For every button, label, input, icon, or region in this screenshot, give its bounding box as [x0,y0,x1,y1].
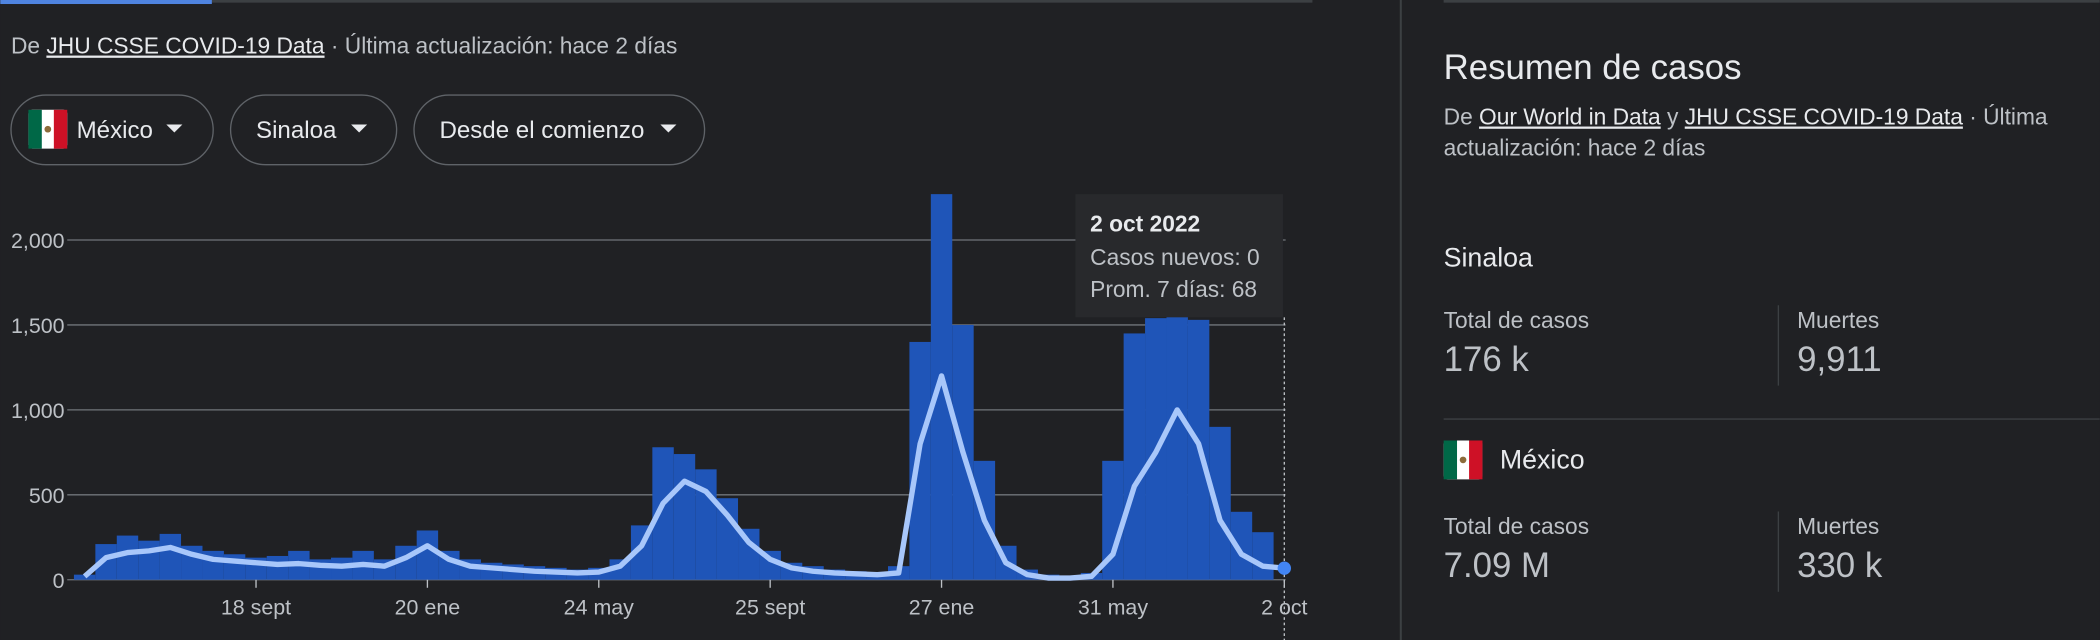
filter-chip[interactable]: México [10,94,214,166]
bar [95,544,117,580]
average-line [82,373,1285,581]
x-tick-label: 18 sept [221,596,291,620]
tooltip-box [1075,194,1283,318]
y-tick-label: 1,500 [11,314,65,338]
chip-arrow [166,124,183,133]
stat-value: 9,911 [1797,340,1882,379]
source-middle: y [1661,104,1685,130]
active-tab-indicator [0,0,212,5]
y-tick-label: 1,000 [11,399,65,423]
y-tick-label: 500 [29,484,65,508]
stat-label: Total de casos [1444,307,1589,333]
bar [652,447,674,580]
tooltip: 2 oct 2022 Casos nuevos: 0 Prom. 7 días:… [1075,194,1283,318]
chart: 0 500 1,000 1,500 2,000 18 sept 20 ene 24 may 25… [11,194,1308,640]
source-prefix: De [1444,104,1479,130]
chip-border [10,94,214,166]
chip-border [229,94,398,166]
bar [138,540,160,580]
flag-green [28,109,42,149]
bar [1230,511,1253,580]
flag-red [53,109,68,149]
source-link[interactable]: Our World in Data [1479,104,1661,130]
bar [930,194,953,580]
stat-label: Muertes [1797,513,1879,539]
chip-border [413,94,706,166]
stat-value: 330 k [1797,546,1883,585]
x-tick-label: 20 ene [395,596,460,620]
summary-title: Resumen de casos [1444,48,1742,87]
x-tick-label: 25 sept [735,596,805,620]
source-suffix: · Última actualización: hace 2 días [325,33,678,59]
bar [159,533,182,580]
filter-chip[interactable]: Sinaloa [229,94,398,166]
x-tick-label: 27 ene [909,596,974,620]
tooltip-line: Prom. 7 días: 68 [1090,276,1257,302]
bar [1102,460,1124,580]
y-tick-label: 2,000 [11,229,65,253]
stat-label: Total de casos [1444,513,1589,539]
bar [673,454,696,580]
summary-source: De Our World in Data y JHU CSSE COVID-19… [1444,104,2048,130]
y-tick-label: 0 [53,569,65,593]
filter-chip[interactable]: Desde el comienzo [413,94,706,166]
bar [1252,532,1274,580]
source-link[interactable]: JHU CSSE COVID-19 Data [46,33,324,59]
flag-emblem [44,125,52,133]
stat-value: 176 k [1444,340,1530,379]
x-tick-label: 2 oct [1261,596,1307,620]
hover-point [1277,561,1292,575]
source-suffix: · Última [1963,104,2048,130]
bar [1123,333,1146,580]
source-link[interactable]: JHU CSSE COVID-19 Data [1685,104,1963,130]
flag-green [1443,440,1458,480]
chip-arrow [660,124,677,133]
bar [116,535,139,580]
source-line: De JHU CSSE COVID-19 Data · Última actua… [11,33,677,59]
chip-label[interactable]: México [77,117,153,144]
x-tick-label: 24 may [564,596,634,620]
chip-arrow [351,124,368,133]
chip-label[interactable]: Sinaloa [256,117,337,144]
tooltip-line: Casos nuevos: 0 [1090,244,1259,270]
stat-value: 7.09 M [1444,546,1550,585]
bar [1209,426,1231,580]
bar [1166,316,1188,580]
x-tick-label: 31 may [1078,596,1148,620]
flag-red [1469,440,1483,480]
tooltip-title: 2 oct 2022 [1090,211,1200,237]
stat-label: Muertes [1797,307,1879,333]
flag-emblem [1459,456,1467,464]
region-name: México [1500,445,1585,475]
chip-label[interactable]: Desde el comienzo [439,117,644,144]
source-prefix: De [11,33,46,59]
bar [416,530,439,580]
region-name: Sinaloa [1444,242,1533,272]
bar [909,341,931,580]
summary-source-cont: actualización: hace 2 días [1444,134,1706,160]
bar [73,574,96,580]
bar [738,528,760,580]
bar [266,555,289,580]
